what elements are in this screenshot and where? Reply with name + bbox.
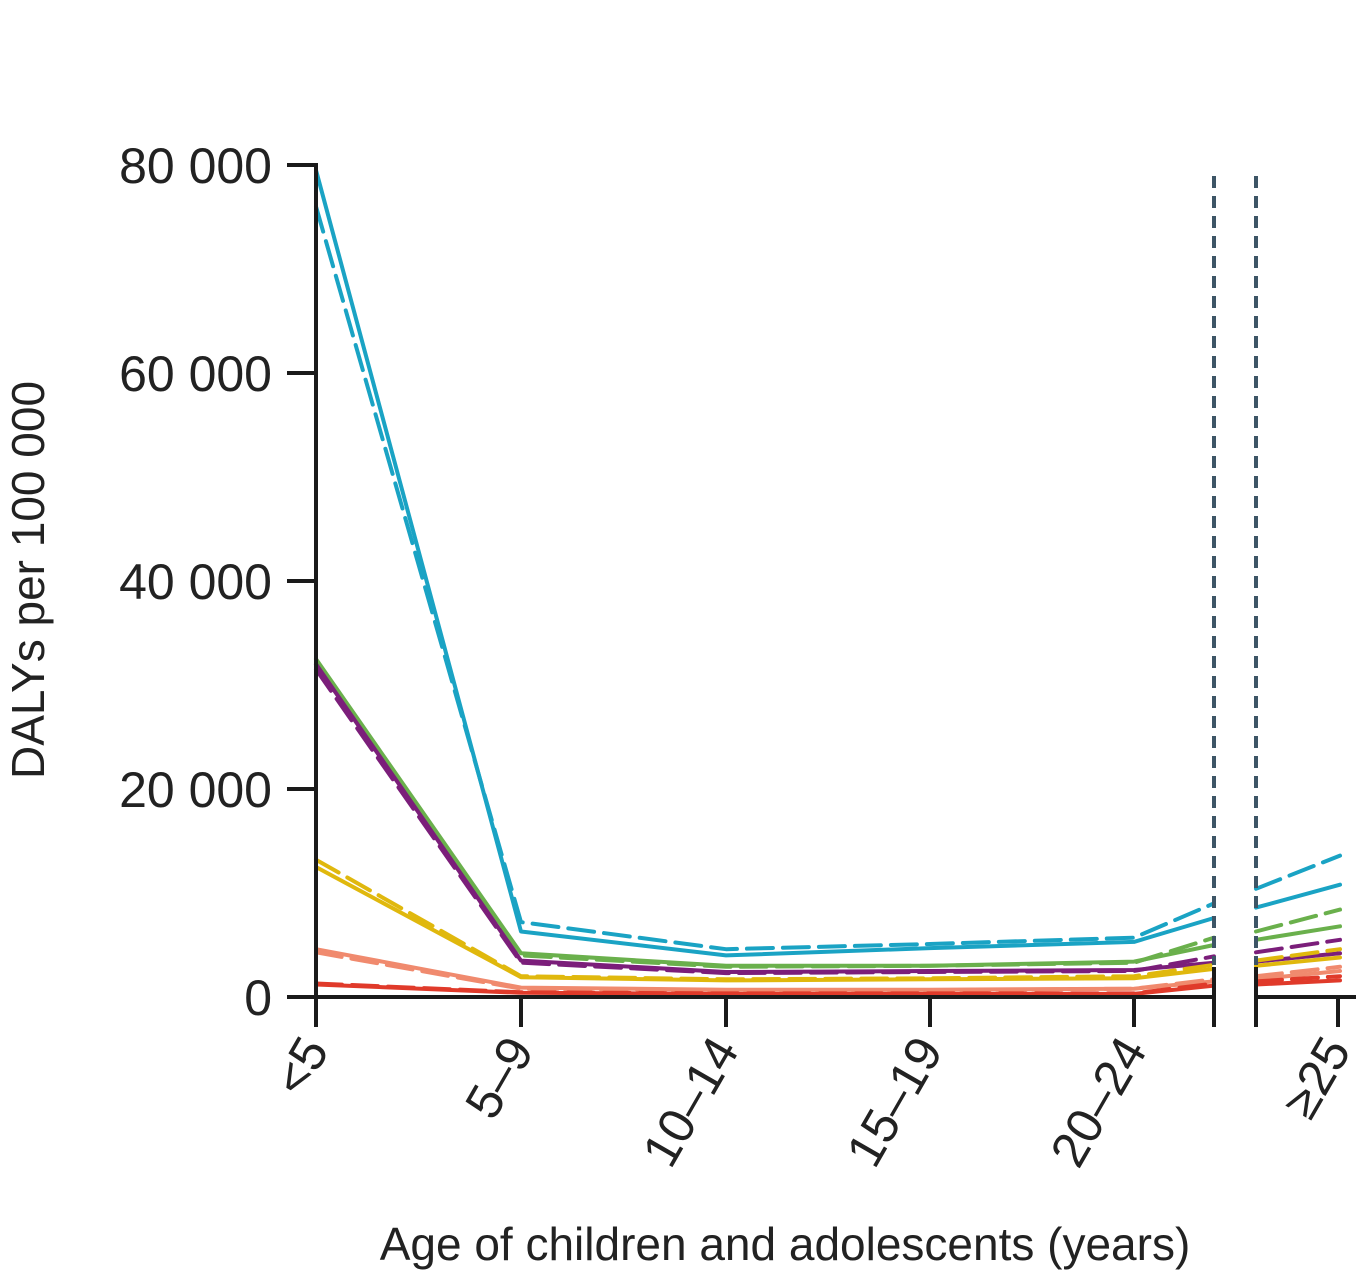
series-line-red-dashed (314, 981, 1216, 996)
y-tick-label: 20 000 (119, 762, 272, 818)
series-line-green-solid (314, 657, 1216, 968)
x-tick-label: ≥25 (1271, 1028, 1358, 1128)
y-tick-label: 40 000 (119, 554, 272, 610)
x-tick-label: 10–14 (632, 1028, 750, 1176)
series-tail-yellow-solid (1254, 955, 1342, 968)
series-line-purple-dashed (314, 667, 1216, 976)
series-layer (314, 168, 1342, 996)
series-line-salmon-dashed (314, 950, 1216, 993)
series-tail-green-solid (1254, 924, 1342, 942)
series-tail-salmon-solid (1254, 969, 1342, 982)
series-tail-blue-solid (1254, 882, 1342, 910)
series-tail-yellow-dashed (1254, 947, 1342, 963)
x-ticks: <5 5–9 10–14 15–19 20–24 ≥25 (263, 997, 1358, 1176)
series-line-purple-solid (314, 662, 1216, 974)
series-tail-red-solid (1254, 978, 1342, 987)
y-tick-label: 60 000 (119, 346, 272, 402)
series-tail-salmon-dashed (1254, 964, 1342, 979)
series-line-blue-solid (314, 168, 1216, 958)
x-tick-label: 5–9 (454, 1028, 544, 1128)
series-tail-blue-dashed (1254, 853, 1342, 891)
x-tick-label: 20–24 (1040, 1028, 1158, 1176)
y-ticks: 0 20 000 40 000 60 000 80 000 (119, 138, 316, 1026)
series-tail-green-dashed (1254, 907, 1342, 934)
y-tick-label: 80 000 (119, 138, 272, 194)
series-line-green-dashed (314, 662, 1216, 969)
x-tick-label: 15–19 (836, 1028, 954, 1176)
series-tail-red-dashed (1254, 974, 1342, 984)
x-axis-title: Age of children and adolescents (years) (380, 1218, 1191, 1270)
y-axis-title: DALYs per 100 000 (2, 381, 54, 779)
series-line-yellow-dashed (314, 857, 1216, 982)
series-tail-purple-dashed (1254, 937, 1342, 955)
x-tick-label: <5 (263, 1028, 340, 1105)
series-line-blue-dashed (314, 204, 1216, 952)
y-tick-label: 0 (244, 970, 272, 1026)
